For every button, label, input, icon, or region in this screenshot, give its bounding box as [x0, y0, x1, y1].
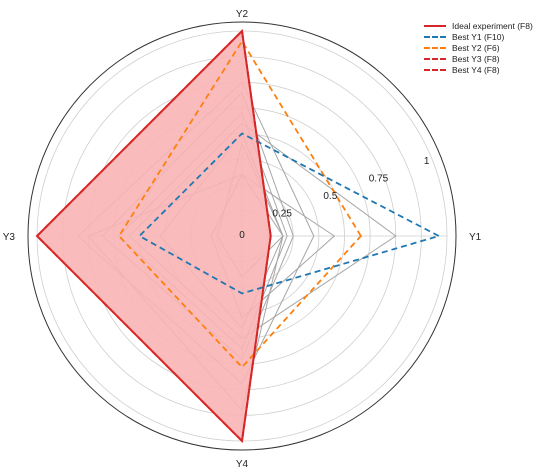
chart-legend: Ideal experiment (F8) Best Y1 (F10) Best Y…: [424, 20, 533, 75]
legend-item: Best Y4 (F8): [424, 64, 533, 75]
axis-label: Y4: [236, 459, 249, 470]
legend-swatch: [424, 68, 446, 71]
legend-label: Best Y2 (F6): [452, 42, 500, 53]
legend-label: Best Y1 (F10): [452, 31, 505, 42]
axis-label: Y1: [469, 232, 482, 243]
radial-tick-label: 0.25: [272, 208, 292, 219]
series-polygon: [35, 29, 272, 443]
legend-item: Best Y3 (F8): [424, 53, 533, 64]
legend-item: Best Y2 (F6): [424, 42, 533, 53]
axis-label: Y3: [3, 232, 16, 243]
legend-swatch: [424, 24, 446, 27]
radial-tick-label: 0: [239, 230, 245, 241]
axis-label: Y2: [236, 9, 249, 20]
legend-swatch: [424, 35, 446, 38]
radial-tick-label: 0.75: [369, 173, 389, 184]
series-polygon: [35, 28, 272, 444]
legend-swatch: [424, 57, 446, 60]
legend-swatch: [424, 46, 446, 49]
legend-label: Ideal experiment (F8): [452, 20, 533, 31]
legend-item: Ideal experiment (F8): [424, 20, 533, 31]
labels: Y1 Y2 Y3 Y4 0 0.25 0.5 0.75 1: [3, 9, 482, 470]
series-polygon: [117, 39, 363, 369]
radial-tick-label: 1: [424, 156, 430, 167]
legend-label: Best Y3 (F8): [452, 53, 500, 64]
outer-frame: [27, 21, 457, 451]
legend-label: Best Y4 (F8): [452, 64, 500, 75]
legend-item: Best Y1 (F10): [424, 31, 533, 42]
radial-tick-label: 0.5: [323, 191, 337, 202]
series-layer: [35, 28, 442, 444]
series-polygon: [138, 132, 442, 295]
